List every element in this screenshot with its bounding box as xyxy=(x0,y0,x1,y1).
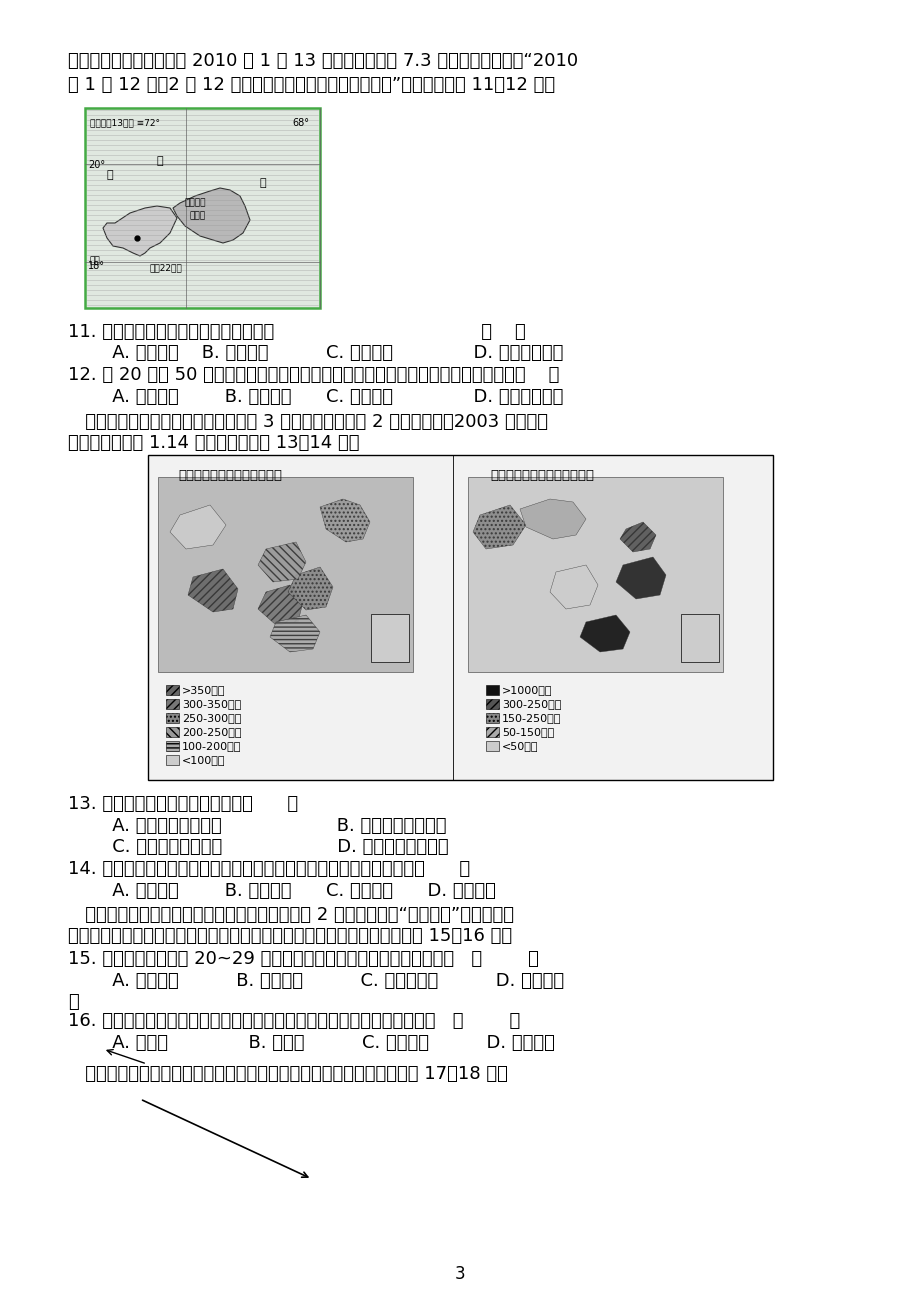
Text: 11. 该时段内图中人口迁移的主导因素是                                    （    ）: 11. 该时段内图中人口迁移的主导因素是 （ ） xyxy=(68,323,525,341)
Text: >1000万人: >1000万人 xyxy=(502,685,552,695)
Bar xyxy=(485,741,498,751)
Text: 迁入美国13万人 ≡72°: 迁入美国13万人 ≡72° xyxy=(90,118,160,128)
Text: 据国家农调总队的抽样调查，我国每 3 个产业工人中就有 2 个来自农村，2003 年我国外: 据国家农调总队的抽样调查，我国每 3 个产业工人中就有 2 个来自农村，2003… xyxy=(68,413,548,431)
Text: A. 新疆、山东、北京                    B. 四川、湖北、福建: A. 新疆、山东、北京 B. 四川、湖北、福建 xyxy=(95,816,446,835)
Text: 下图是我国某城市人口增长和人口自然增长率变化示意图。读下图回答 17～18 题。: 下图是我国某城市人口增长和人口自然增长率变化示意图。读下图回答 17～18 题。 xyxy=(68,1065,507,1083)
Text: 16. 若要从农业部门释放更多的劳动力到工业部门，我国的农业生产将注重   （        ）: 16. 若要从农业部门释放更多的劳动力到工业部门，我国的农业生产将注重 （ ） xyxy=(68,1012,519,1030)
Text: A. 机械化              B. 水利化          C. 精耕细作          D. 出口创汇: A. 机械化 B. 水利化 C. 精耕细作 D. 出口创汇 xyxy=(95,1034,554,1052)
Text: 出务工的农民达 1.14 亿。读下图完成 13～14 题。: 出务工的农民达 1.14 亿。读下图完成 13～14 题。 xyxy=(68,434,359,452)
Text: 年 1 月 12 日～2 月 12 日海地人口迁移路线和数量示意图”。结合图回答 11～12 题。: 年 1 月 12 日～2 月 12 日海地人口迁移路线和数量示意图”。结合图回答… xyxy=(68,76,554,94)
Polygon shape xyxy=(550,565,597,609)
Polygon shape xyxy=(616,557,665,599)
Text: 100-200万人: 100-200万人 xyxy=(182,741,241,751)
Bar xyxy=(165,741,179,751)
Polygon shape xyxy=(519,499,585,539)
Text: 西: 西 xyxy=(157,156,164,165)
Text: 海地: 海地 xyxy=(90,256,101,266)
Polygon shape xyxy=(579,615,630,652)
Text: >350万人: >350万人 xyxy=(182,685,225,695)
Polygon shape xyxy=(472,505,526,549)
Bar xyxy=(85,108,320,309)
Text: 18°: 18° xyxy=(88,260,105,271)
Text: 迁入22万人: 迁入22万人 xyxy=(150,263,183,272)
Bar xyxy=(165,713,179,723)
Text: 300-350万人: 300-350万人 xyxy=(182,699,241,710)
Text: 50-150万人: 50-150万人 xyxy=(502,727,553,737)
Text: 多米尼加: 多米尼加 xyxy=(185,198,206,207)
Bar xyxy=(165,727,179,737)
Polygon shape xyxy=(257,542,306,582)
Text: 我国劳动力约是美国、欧盟、日本劳动力总和的 2 倍，因此成为“世界工厂”。但近些年: 我国劳动力约是美国、欧盟、日本劳动力总和的 2 倍，因此成为“世界工厂”。但近些… xyxy=(68,906,514,924)
Polygon shape xyxy=(187,569,238,612)
Bar xyxy=(485,727,498,737)
Polygon shape xyxy=(619,522,655,552)
Text: 共和国: 共和国 xyxy=(190,211,206,220)
Bar xyxy=(165,755,179,766)
Bar xyxy=(165,685,179,695)
Text: 250-300万人: 250-300万人 xyxy=(182,713,241,723)
Text: 20°: 20° xyxy=(88,160,105,171)
Bar xyxy=(485,699,498,710)
Text: 200-250万人: 200-250万人 xyxy=(182,727,241,737)
Polygon shape xyxy=(173,187,250,243)
Text: A. 自然因素        B. 文化因素      C. 政策因素      D. 经济因素: A. 自然因素 B. 文化因素 C. 政策因素 D. 经济因素 xyxy=(95,881,495,900)
Text: C. 广东、浙江、江苏                    D. 浙江、江苏、浙江: C. 广东、浙江、江苏 D. 浙江、江苏、浙江 xyxy=(95,838,448,855)
Text: A. 政治稳定        B. 经济发达      C. 地广人稀              D. 气候温和湿润: A. 政治稳定 B. 经济发达 C. 地广人稀 D. 气候温和湿润 xyxy=(95,388,562,406)
Text: 大: 大 xyxy=(107,171,114,180)
Bar xyxy=(680,615,719,661)
Bar xyxy=(485,713,498,723)
Polygon shape xyxy=(320,499,369,542)
Text: 高: 高 xyxy=(68,993,79,1010)
Bar xyxy=(468,477,722,672)
Text: 中国民工流入省份空间分布图: 中国民工流入省份空间分布图 xyxy=(490,469,594,482)
Text: 3: 3 xyxy=(454,1266,465,1282)
Text: 68°: 68° xyxy=(291,118,309,128)
Bar xyxy=(370,615,409,661)
Bar xyxy=(165,699,179,710)
Text: 13. 我国民工净流入最多的省区是（      ）: 13. 我国民工净流入最多的省区是（ ） xyxy=(68,796,298,812)
Polygon shape xyxy=(103,206,176,256)
Text: A. 人口迁移          B. 人口老化          C. 出生率下降          D. 死亡率提: A. 人口迁移 B. 人口老化 C. 出生率下降 D. 死亡率提 xyxy=(95,973,563,990)
Text: 洋: 洋 xyxy=(260,178,267,187)
Text: 12. 自 20 世纪 50 年代以来，美国成为该国最主要的人口迁入地，其主要原因是美国（    ）: 12. 自 20 世纪 50 年代以来，美国成为该国最主要的人口迁入地，其主要原… xyxy=(68,366,559,384)
Text: A. 国家政策    B. 国内战争          C. 自然灾害              D. 开发国外资源: A. 国家政策 B. 国内战争 C. 自然灾害 D. 开发国外资源 xyxy=(95,344,562,362)
Text: 中国民工流出省份空间分布图: 中国民工流出省份空间分布图 xyxy=(177,469,282,482)
Bar xyxy=(148,454,772,780)
Text: 14. 新疆成为我国西部地区民工净流入最多的省区，主要的影响因素是（      ）: 14. 新疆成为我国西部地区民工净流入最多的省区，主要的影响因素是（ ） xyxy=(68,861,470,878)
Polygon shape xyxy=(257,585,302,625)
Text: <50万人: <50万人 xyxy=(502,741,538,751)
Text: 300-250万人: 300-250万人 xyxy=(502,699,561,710)
Text: 15. 近二十年来，我国 20~29 岁的劳动力数量迅速减少，其原因主要是   （        ）: 15. 近二十年来，我国 20~29 岁的劳动力数量迅速减少，其原因主要是 （ … xyxy=(68,950,539,967)
Polygon shape xyxy=(269,615,320,652)
Text: 加勒比岛国海地北京时间 2010 年 1 月 13 日上午发生里氏 7.3 级大地震。下图为“2010: 加勒比岛国海地北京时间 2010 年 1 月 13 日上午发生里氏 7.3 级大… xyxy=(68,52,577,70)
Text: <100万人: <100万人 xyxy=(182,755,225,766)
Text: 150-250万人: 150-250万人 xyxy=(502,713,561,723)
Bar xyxy=(485,685,498,695)
Text: 来外商开始抱怨劳动力短缺、工资上涨过快，导致生产成本提高。据此完成 15～16 题。: 来外商开始抱怨劳动力短缺、工资上涨过快，导致生产成本提高。据此完成 15～16 … xyxy=(68,927,512,945)
Bar xyxy=(158,477,413,672)
Polygon shape xyxy=(170,505,226,549)
Polygon shape xyxy=(288,566,333,611)
